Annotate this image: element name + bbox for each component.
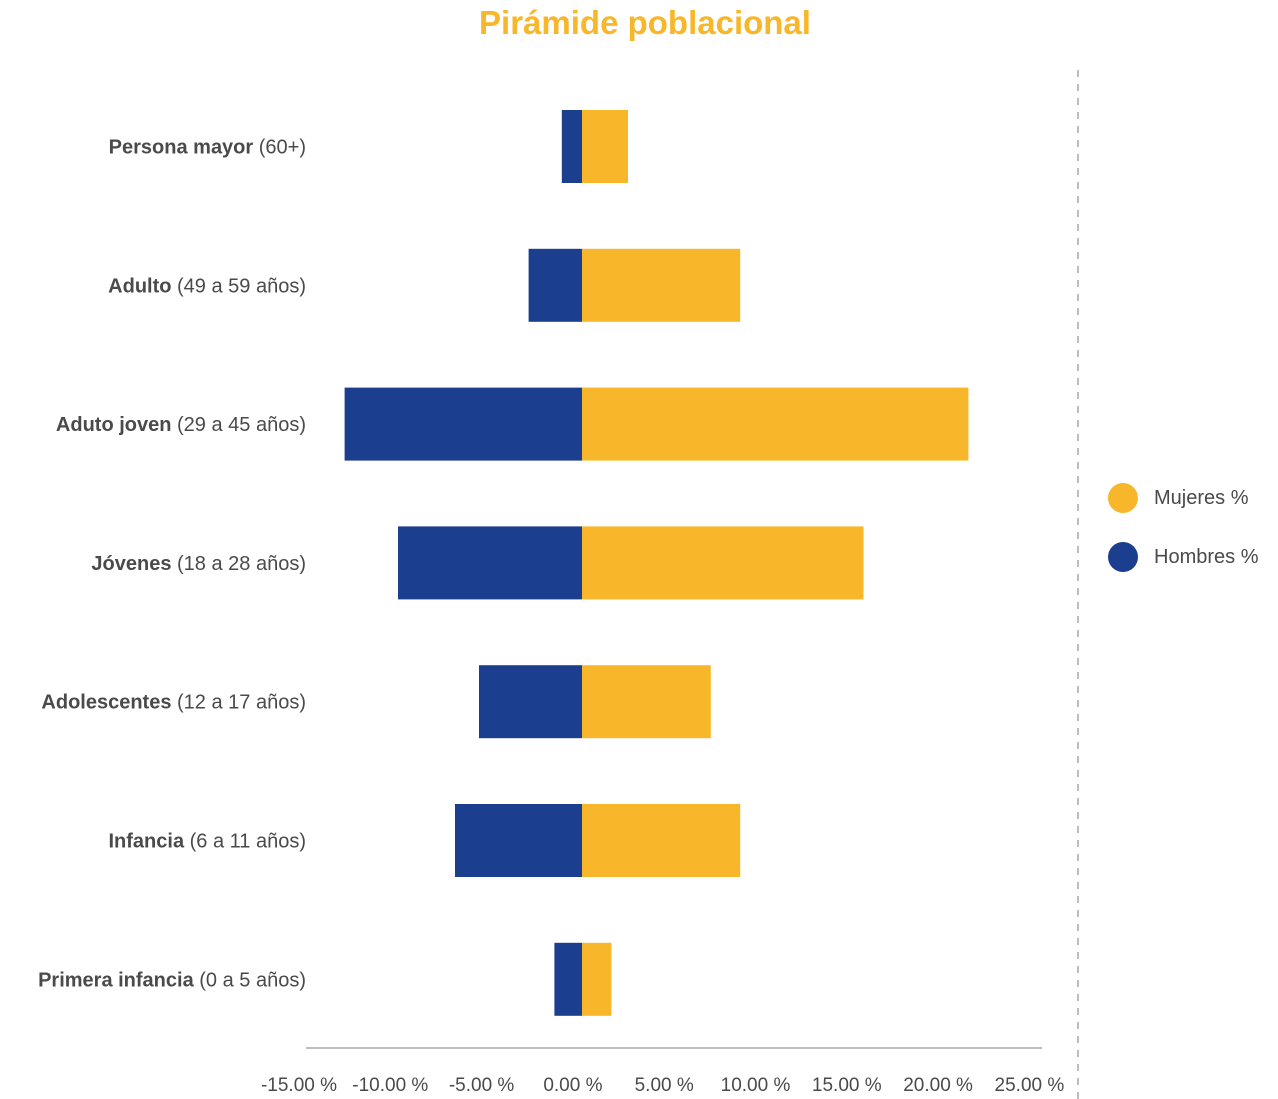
category-label-range: (12 a 17 años): [171, 692, 306, 714]
legend-item-hombres[interactable]: Hombres %: [1108, 541, 1258, 573]
bar-mujeres-2: [582, 387, 969, 461]
category-label-range: (49 a 59 años): [171, 275, 306, 297]
bar-hombres-2: [344, 387, 582, 461]
legend-swatch-hombres: [1108, 542, 1138, 572]
category-label-range: (60+): [253, 137, 306, 159]
chart-title: Pirámide poblacional: [479, 4, 811, 41]
category-labels: Persona mayor (60+) Adulto (49 a 59 años)…: [38, 137, 306, 992]
category-label-bold: Jóvenes: [91, 553, 171, 575]
legend: Mujeres % Hombres %: [1108, 482, 1258, 600]
bar-mujeres-3: [582, 526, 864, 600]
bar-hombres-1: [528, 248, 582, 322]
bar-mujeres-5: [582, 804, 741, 877]
bar-hombres-6: [554, 942, 582, 1016]
category-label-3: Jóvenes (18 a 28 años): [91, 553, 306, 575]
category-label-bold: Aduto joven: [56, 414, 172, 436]
legend-swatch-mujeres: [1108, 483, 1138, 513]
category-label-0: Persona mayor (60+): [109, 137, 306, 159]
bar-mujeres-4: [582, 665, 711, 739]
x-tick-label-7: 20.00 %: [903, 1075, 973, 1096]
bar-mujeres-6: [582, 942, 612, 1016]
bar-mujeres-1: [582, 248, 741, 322]
bar-hombres-0: [561, 110, 582, 183]
bar-mujeres-0: [582, 110, 628, 183]
x-tick-label-3: 0.00 %: [543, 1075, 602, 1096]
legend-label-hombres: Hombres %: [1154, 545, 1259, 568]
category-label-2: Aduto joven (29 a 45 años): [56, 414, 306, 436]
category-label-bold: Infancia: [108, 831, 184, 853]
category-label-bold: Primera infancia: [38, 969, 195, 991]
bar-hombres-5: [455, 804, 582, 877]
x-tick-label-1: -10.00 %: [352, 1075, 428, 1096]
legend-label-mujeres: Mujeres %: [1154, 486, 1249, 509]
x-tick-label-8: 25.00 %: [995, 1075, 1065, 1096]
category-label-range: (18 a 28 años): [171, 553, 306, 575]
category-label-bold: Adulto: [108, 275, 171, 297]
bar-hombres-4: [479, 665, 582, 739]
category-label-range: (29 a 45 años): [171, 414, 306, 436]
category-label-bold: Adolescentes: [41, 692, 171, 714]
x-tick-label-0: -15.00 %: [261, 1075, 337, 1096]
category-label-4: Adolescentes (12 a 17 años): [41, 692, 306, 714]
category-label-1: Adulto (49 a 59 años): [108, 275, 306, 297]
category-label-5: Infancia (6 a 11 años): [108, 831, 306, 853]
x-tick-label-5: 10.00 %: [721, 1075, 791, 1096]
bar-hombres-3: [398, 526, 582, 600]
x-tick-label-2: -5.00 %: [449, 1075, 515, 1096]
category-label-6: Primera infancia (0 a 5 años): [38, 969, 306, 991]
x-tick-label-6: 15.00 %: [812, 1075, 882, 1096]
bars-group: [344, 110, 969, 1016]
legend-item-mujeres[interactable]: Mujeres %: [1108, 482, 1258, 514]
category-label-range: (0 a 5 años): [194, 969, 306, 991]
x-tick-label-4: 5.00 %: [635, 1075, 694, 1096]
category-label-range: (6 a 11 años): [184, 831, 306, 853]
x-tick-labels: -15.00 % -10.00 % -5.00 % 0.00 % 5.00 % 10.00…: [261, 1075, 1064, 1096]
category-label-bold: Persona mayor: [109, 137, 254, 159]
